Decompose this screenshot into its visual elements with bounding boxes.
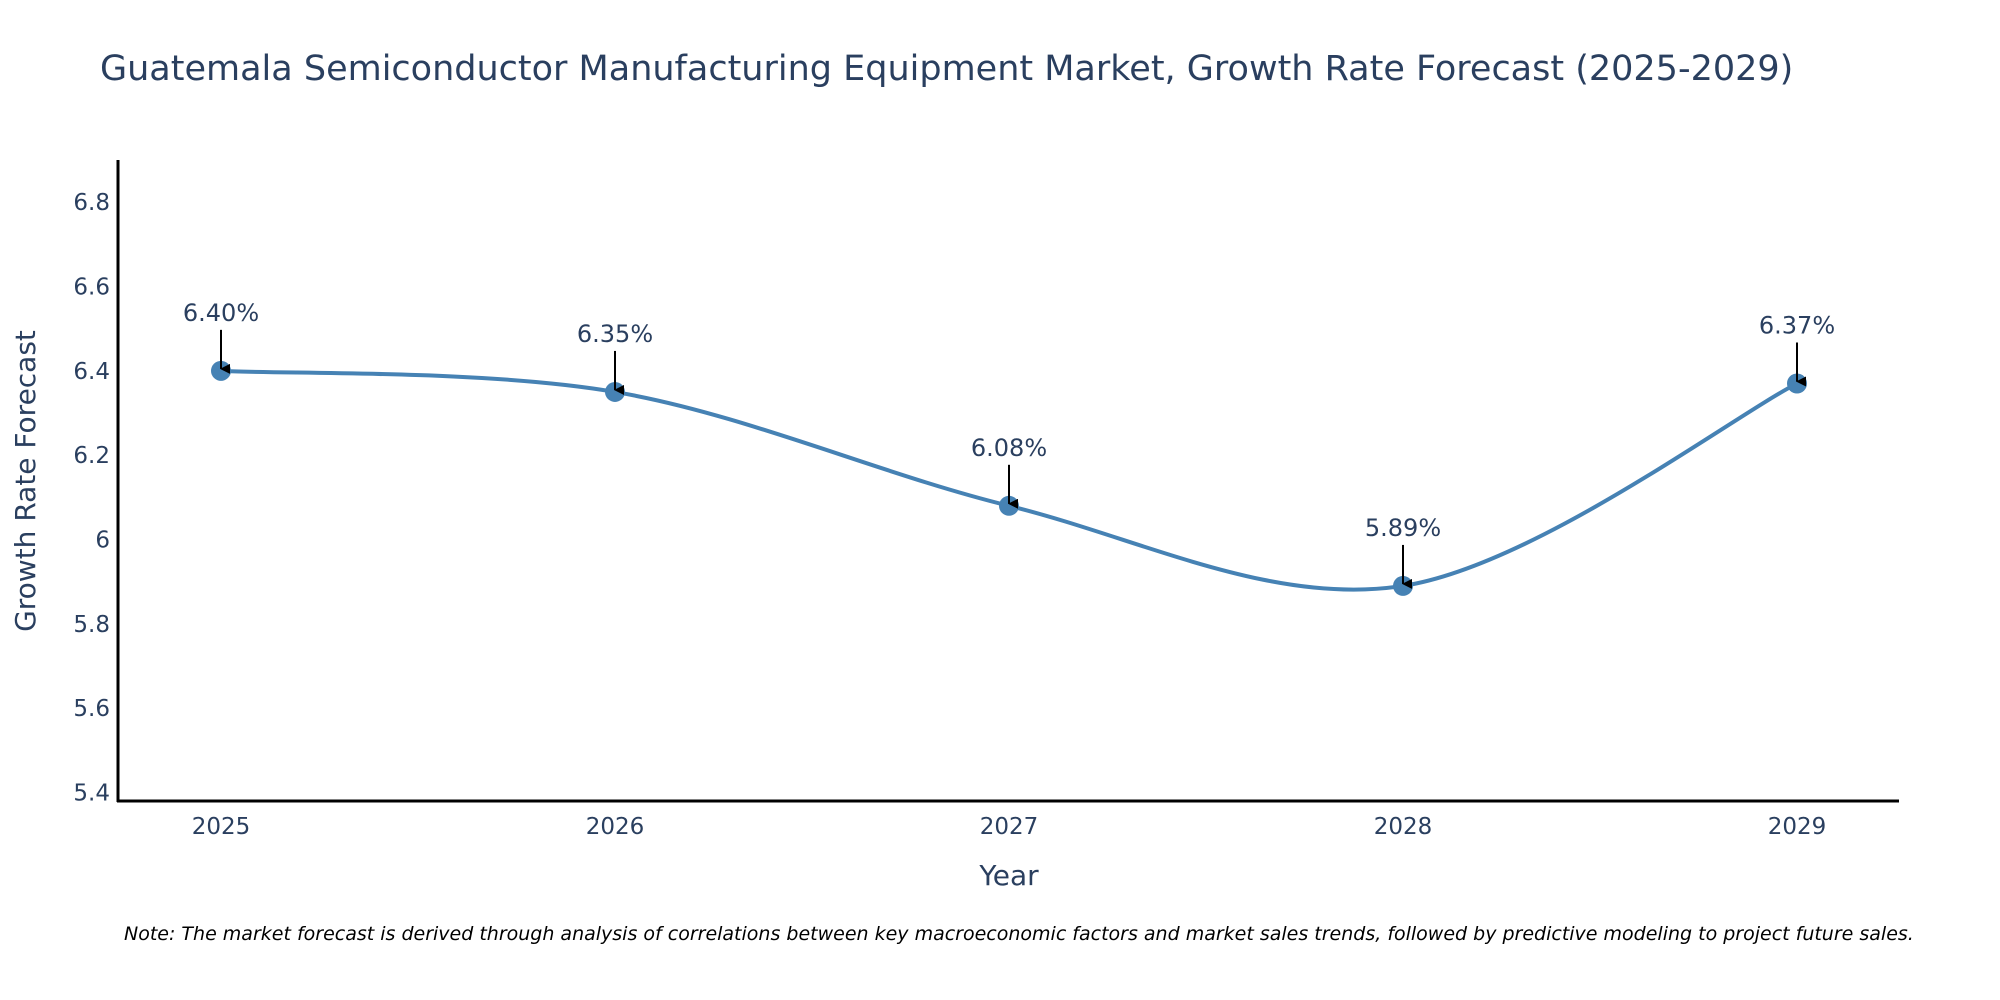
- y-axis-ticks: 5.4 5.6 5.8 6 6.2 6.4 6.6 6.8: [73, 190, 110, 806]
- y-tick-label: 6.6: [73, 275, 110, 301]
- data-annotations: 6.40% 6.35% 6.08% 5.89% 6.37%: [183, 299, 1835, 589]
- data-label: 6.08%: [971, 434, 1047, 462]
- y-tick-label: 5.8: [73, 612, 110, 638]
- y-tick-label: 5.4: [73, 781, 110, 807]
- data-label: 5.89%: [1365, 514, 1441, 542]
- x-axis-title: Year: [978, 859, 1039, 892]
- y-tick-label: 6.4: [73, 359, 110, 385]
- y-tick-label: 6.2: [73, 443, 110, 469]
- y-tick-label: 6: [95, 528, 110, 554]
- y-axis-title: Growth Rate Forecast: [9, 330, 42, 632]
- x-tick-label: 2027: [980, 814, 1039, 840]
- x-tick-label: 2029: [1768, 814, 1827, 840]
- data-label: 6.37%: [1759, 312, 1835, 340]
- footnote: Note: The market forecast is derived thr…: [124, 923, 1914, 945]
- data-label: 6.40%: [183, 299, 259, 327]
- y-tick-label: 6.8: [73, 190, 110, 216]
- x-tick-label: 2026: [586, 814, 645, 840]
- data-label: 6.35%: [577, 320, 653, 348]
- x-axis-ticks: 2025 2026 2027 2028 2029: [192, 814, 1827, 840]
- chart-title: Guatemala Semiconductor Manufacturing Eq…: [100, 49, 1793, 89]
- y-tick-label: 5.6: [73, 696, 110, 722]
- x-tick-label: 2028: [1374, 814, 1433, 840]
- x-tick-label: 2025: [192, 814, 251, 840]
